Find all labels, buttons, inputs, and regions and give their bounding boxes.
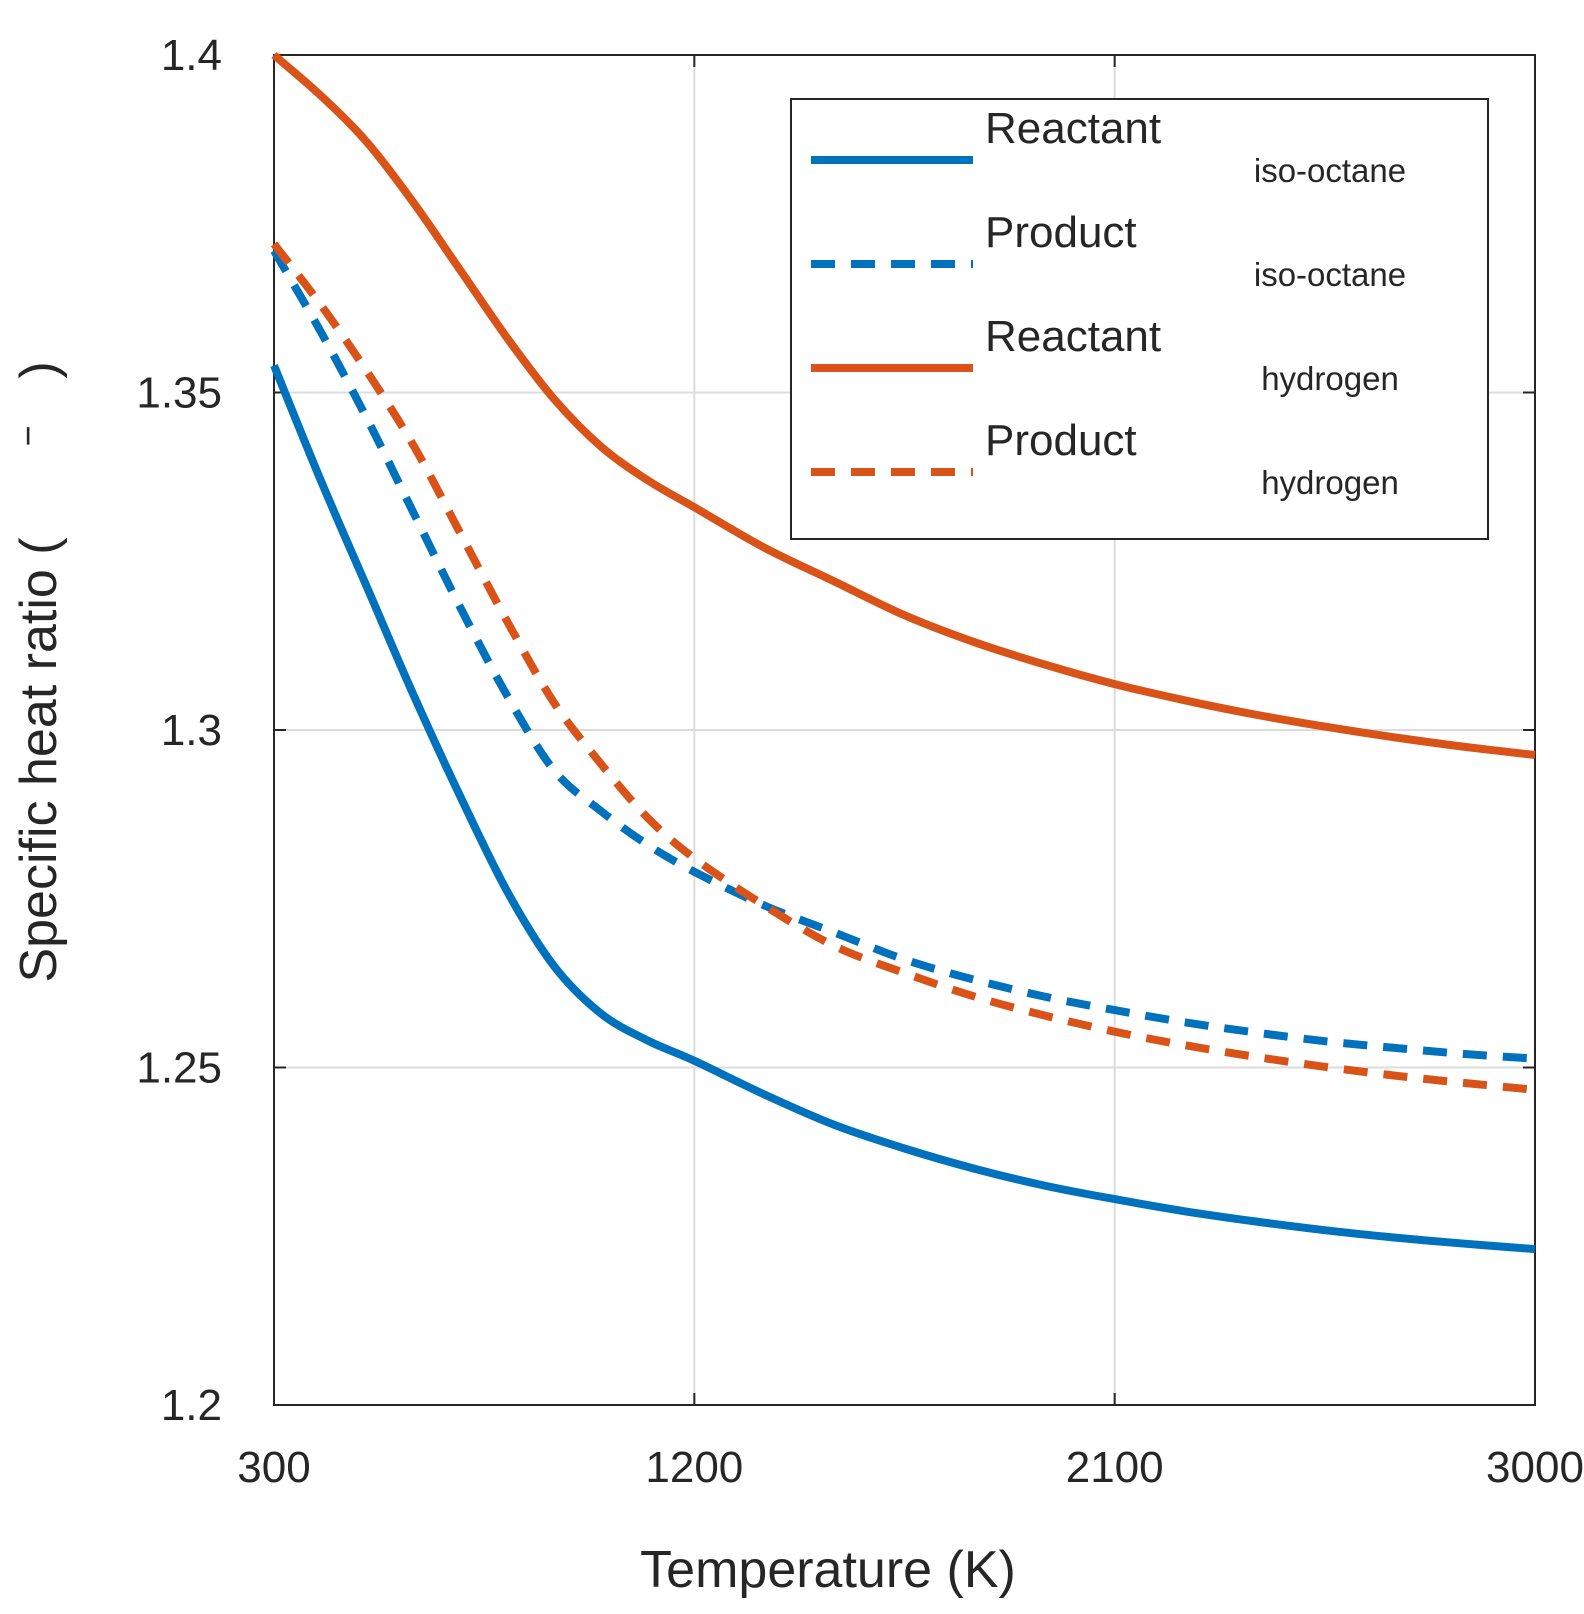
y-tick-label: 1.25 bbox=[136, 1044, 222, 1093]
legend-label-reactant-hydrogen: Reactant bbox=[985, 312, 1161, 361]
x-tick-label: 2100 bbox=[1066, 1443, 1164, 1492]
x-axis-label: Temperature (K) bbox=[640, 1541, 1016, 1599]
tick-labels: 300 1200 2100 3000 1.2 1.25 1.3 1.35 1.4 bbox=[136, 31, 1584, 1492]
legend-subscript-product-hydrogen: hydrogen bbox=[1261, 464, 1399, 501]
series-line-reactant-iso-octane bbox=[270, 363, 1536, 1254]
y-axis-label-close: ) bbox=[10, 361, 68, 378]
y-tick-label: 1.35 bbox=[136, 369, 222, 418]
y-axis-label-unit: − bbox=[7, 425, 48, 446]
x-tick-label: 3000 bbox=[1486, 1443, 1584, 1492]
series-line-reactant-hydrogen bbox=[271, 51, 1536, 759]
legend-subscript-reactant-hydrogen: hydrogen bbox=[1261, 360, 1399, 397]
legend-label-reactant-iso-octane: Reactant bbox=[985, 104, 1161, 153]
y-tick-label: 1.4 bbox=[161, 31, 222, 80]
x-tick-label: 300 bbox=[237, 1443, 310, 1492]
legend-label-product-iso-octane: Product bbox=[985, 208, 1137, 257]
y-tick-label: 1.2 bbox=[161, 1381, 222, 1430]
series-group bbox=[270, 51, 1536, 1254]
legend: Reactant iso-octane Product iso-octane React… bbox=[790, 98, 1489, 540]
legend-subscript-reactant-iso-octane: iso-octane bbox=[1254, 152, 1406, 189]
y-axis-label-main: Specific heat ratio ( bbox=[10, 537, 68, 983]
series-line-product-hydrogen bbox=[270, 241, 1536, 1094]
legend-box bbox=[790, 98, 1489, 540]
x-tick-label: 1200 bbox=[645, 1443, 743, 1492]
legend-subscript-product-iso-octane: iso-octane bbox=[1254, 256, 1406, 293]
legend-label-product-hydrogen: Product bbox=[985, 416, 1137, 465]
y-axis-label: Specific heat ratio ( − ) bbox=[7, 361, 68, 982]
y-tick-label: 1.3 bbox=[161, 706, 222, 755]
